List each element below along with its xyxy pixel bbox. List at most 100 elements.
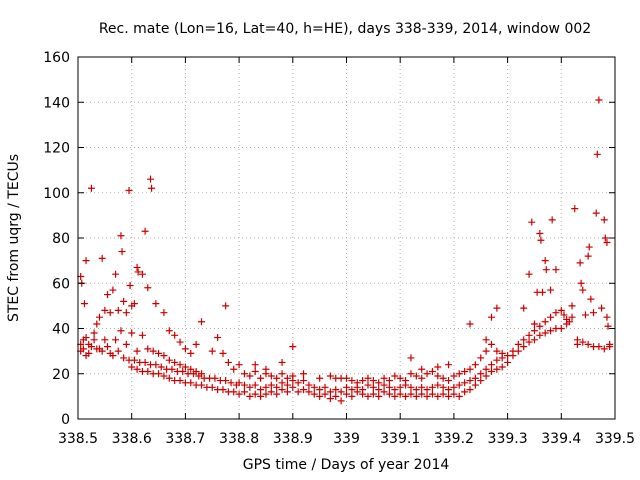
x-tick-label: 338.9 <box>273 431 313 447</box>
data-point <box>576 259 584 267</box>
data-point <box>369 383 377 391</box>
data-point <box>487 313 495 321</box>
data-point <box>240 370 248 378</box>
data-point <box>112 336 120 344</box>
y-tick-label: 0 <box>61 412 70 428</box>
data-point <box>149 347 157 355</box>
y-tick-labels: 0 20 40 60 80 100 120 140 160 <box>43 50 70 428</box>
data-point <box>294 379 302 387</box>
data-point <box>141 227 149 235</box>
data-point <box>369 377 377 385</box>
data-point <box>130 356 138 364</box>
data-point <box>181 345 189 353</box>
data-point <box>461 379 469 387</box>
data-point <box>536 322 544 330</box>
data-point <box>128 329 136 337</box>
data-point <box>305 381 313 389</box>
data-point <box>364 392 372 400</box>
data-point <box>114 306 122 314</box>
data-point <box>563 320 571 328</box>
data-point <box>466 365 474 373</box>
data-point <box>165 374 173 382</box>
data-point <box>407 354 415 362</box>
data-point <box>450 383 458 391</box>
data-point <box>343 374 350 382</box>
data-point <box>251 367 259 375</box>
data-point <box>106 309 114 317</box>
data-point <box>144 284 152 292</box>
data-point <box>445 392 453 400</box>
data-point <box>321 383 329 391</box>
data-point <box>278 379 286 387</box>
y-tick-label: 80 <box>52 231 70 247</box>
data-point <box>385 377 393 385</box>
data-point <box>493 347 501 355</box>
data-point <box>560 311 568 319</box>
data-point <box>541 257 549 265</box>
data-point <box>208 347 216 355</box>
data-point <box>466 320 474 328</box>
data-point <box>109 352 117 360</box>
data-point <box>257 386 265 394</box>
data-point <box>235 390 243 398</box>
data-point <box>257 374 265 382</box>
data-point <box>133 263 141 271</box>
x-tick-label: 339.3 <box>488 431 528 447</box>
data-point <box>82 352 90 360</box>
data-point <box>482 336 490 344</box>
data-point <box>557 306 565 314</box>
y-tick-label: 100 <box>43 186 70 202</box>
data-point <box>428 367 436 375</box>
data-point <box>262 383 270 391</box>
x-tick-label: 339.1 <box>380 431 420 447</box>
data-point <box>87 343 95 351</box>
data-point <box>273 383 281 391</box>
data-point <box>537 236 545 244</box>
data-point <box>455 381 463 389</box>
data-point <box>530 336 538 344</box>
data-point <box>598 304 606 312</box>
data-point <box>93 320 101 328</box>
data-point <box>187 379 195 387</box>
data-point <box>568 302 576 310</box>
data-point <box>353 379 361 387</box>
data-point <box>134 268 142 276</box>
data-point <box>477 354 485 362</box>
data-point <box>278 358 286 366</box>
data-point <box>125 186 133 194</box>
data-point <box>165 327 173 335</box>
data-point <box>380 381 388 389</box>
data-point <box>82 334 90 342</box>
data-point <box>283 381 291 389</box>
data-point <box>407 390 415 398</box>
data-point <box>585 243 593 251</box>
data-point <box>402 377 410 385</box>
data-point <box>348 386 356 394</box>
data-point <box>208 383 216 391</box>
data-point <box>337 397 345 405</box>
data-point <box>187 349 195 357</box>
data-point <box>579 286 587 294</box>
data-point <box>359 377 367 385</box>
data-point <box>144 367 152 375</box>
data-point <box>504 358 512 366</box>
data-point <box>423 386 431 394</box>
data-point <box>466 386 474 394</box>
data-point <box>493 356 501 364</box>
data-point <box>219 386 227 394</box>
data-point <box>101 336 109 344</box>
data-point <box>337 388 345 396</box>
data-point <box>391 392 399 400</box>
data-point <box>128 363 136 371</box>
data-point <box>240 388 248 396</box>
data-point <box>418 374 426 382</box>
data-point <box>471 361 479 369</box>
data-point <box>525 338 533 346</box>
data-point <box>198 318 206 326</box>
data-point <box>593 150 601 158</box>
data-point <box>434 381 442 389</box>
data-point <box>192 340 200 348</box>
data-point <box>267 388 275 396</box>
data-point <box>487 367 495 375</box>
data-point <box>590 309 598 317</box>
